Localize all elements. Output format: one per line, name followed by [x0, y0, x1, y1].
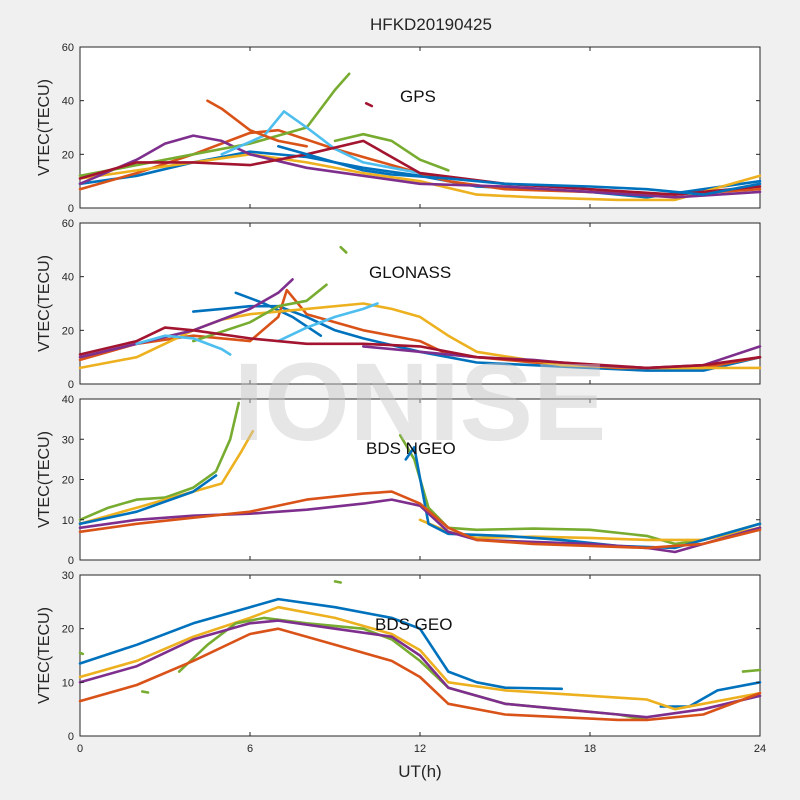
series-line-5: [78, 474, 218, 526]
panel-2: 0 20 40 60 VTEC(TECU) GLONASS: [36, 218, 762, 391]
panel-3: 0 10 20 30 40 VTEC(TECU) BDS NGEO: [36, 394, 762, 567]
series-line-9: [135, 334, 232, 356]
y-tick-label: 40: [62, 394, 74, 406]
series-group: [78, 580, 762, 722]
y-tick-label: 20: [62, 325, 74, 337]
series-line-5: [78, 278, 294, 359]
series-line-2: [659, 681, 762, 708]
panel-label: GLONASS: [369, 263, 451, 282]
series-line-1: [78, 401, 240, 522]
x-tick-label: 12: [414, 743, 426, 755]
panel-4: 0 6 12 18 24 0 10 20 30 VTEC(TECU) BDS GEO: [36, 570, 766, 755]
y-tick-label: 40: [62, 272, 74, 284]
y-tick-label: 10: [62, 677, 74, 689]
y-tick-label: 20: [62, 475, 74, 487]
series-line-7: [192, 283, 328, 343]
series-line-5: [78, 72, 351, 178]
series-line-4: [78, 134, 762, 199]
axes-box: [79, 222, 761, 385]
y-tick-label: 30: [62, 434, 74, 446]
x-tick-label: 6: [247, 743, 253, 755]
series-line-3: [78, 605, 762, 711]
series-line-5: [141, 690, 150, 694]
series-line-6: [333, 132, 450, 172]
series-line-11: [277, 145, 762, 196]
series-line-8: [339, 245, 348, 254]
series-line-10: [78, 627, 762, 722]
y-tick-label: 0: [68, 379, 74, 391]
y-tick-label: 0: [68, 203, 74, 215]
y-tick-label: 0: [68, 731, 74, 743]
series-line-3: [78, 153, 762, 202]
series-line-11: [78, 326, 762, 370]
panel-1: 0 20 40 60 VTEC(TECU) GPS: [36, 42, 762, 215]
series-line-1: [78, 597, 563, 691]
y-tick-label: 10: [62, 515, 74, 527]
x-tick-label: 24: [754, 743, 766, 755]
y-tick-label: 40: [62, 96, 74, 108]
series-line-9: [206, 99, 308, 148]
y-tick-label: 60: [62, 218, 74, 230]
y-tick-label: 0: [68, 555, 74, 567]
series-group: [78, 401, 762, 554]
series-line-10: [277, 302, 379, 343]
y-tick-label: 20: [62, 149, 74, 161]
watermark: IONISE: [234, 341, 607, 464]
series-line-10: [364, 102, 374, 108]
x-tick-label: 18: [584, 743, 596, 755]
y-axis-label: VTEC(TECU): [36, 607, 53, 704]
y-tick-label: 60: [62, 42, 74, 54]
y-axis-label: VTEC(TECU): [36, 255, 53, 352]
x-tick-label: 0: [77, 743, 83, 755]
series-line-8: [78, 139, 762, 196]
y-axis-label: VTEC(TECU): [36, 79, 53, 176]
series-line-8: [741, 668, 762, 673]
panel-label: GPS: [400, 87, 436, 106]
series-group: [78, 72, 762, 202]
series-line-4: [78, 651, 85, 656]
y-axis-label: VTEC(TECU): [36, 431, 53, 528]
figure-title: HFKD20190425: [370, 15, 492, 34]
panel-label: BDS NGEO: [366, 439, 456, 458]
series-line-7: [333, 580, 342, 584]
x-axis-label: UT(h): [398, 762, 441, 781]
panel-label: BDS GEO: [375, 615, 452, 634]
series-group: [78, 245, 762, 372]
y-tick-label: 20: [62, 624, 74, 636]
series-line-8: [78, 490, 762, 550]
y-tick-label: 30: [62, 570, 74, 582]
series-line-9: [78, 619, 762, 719]
